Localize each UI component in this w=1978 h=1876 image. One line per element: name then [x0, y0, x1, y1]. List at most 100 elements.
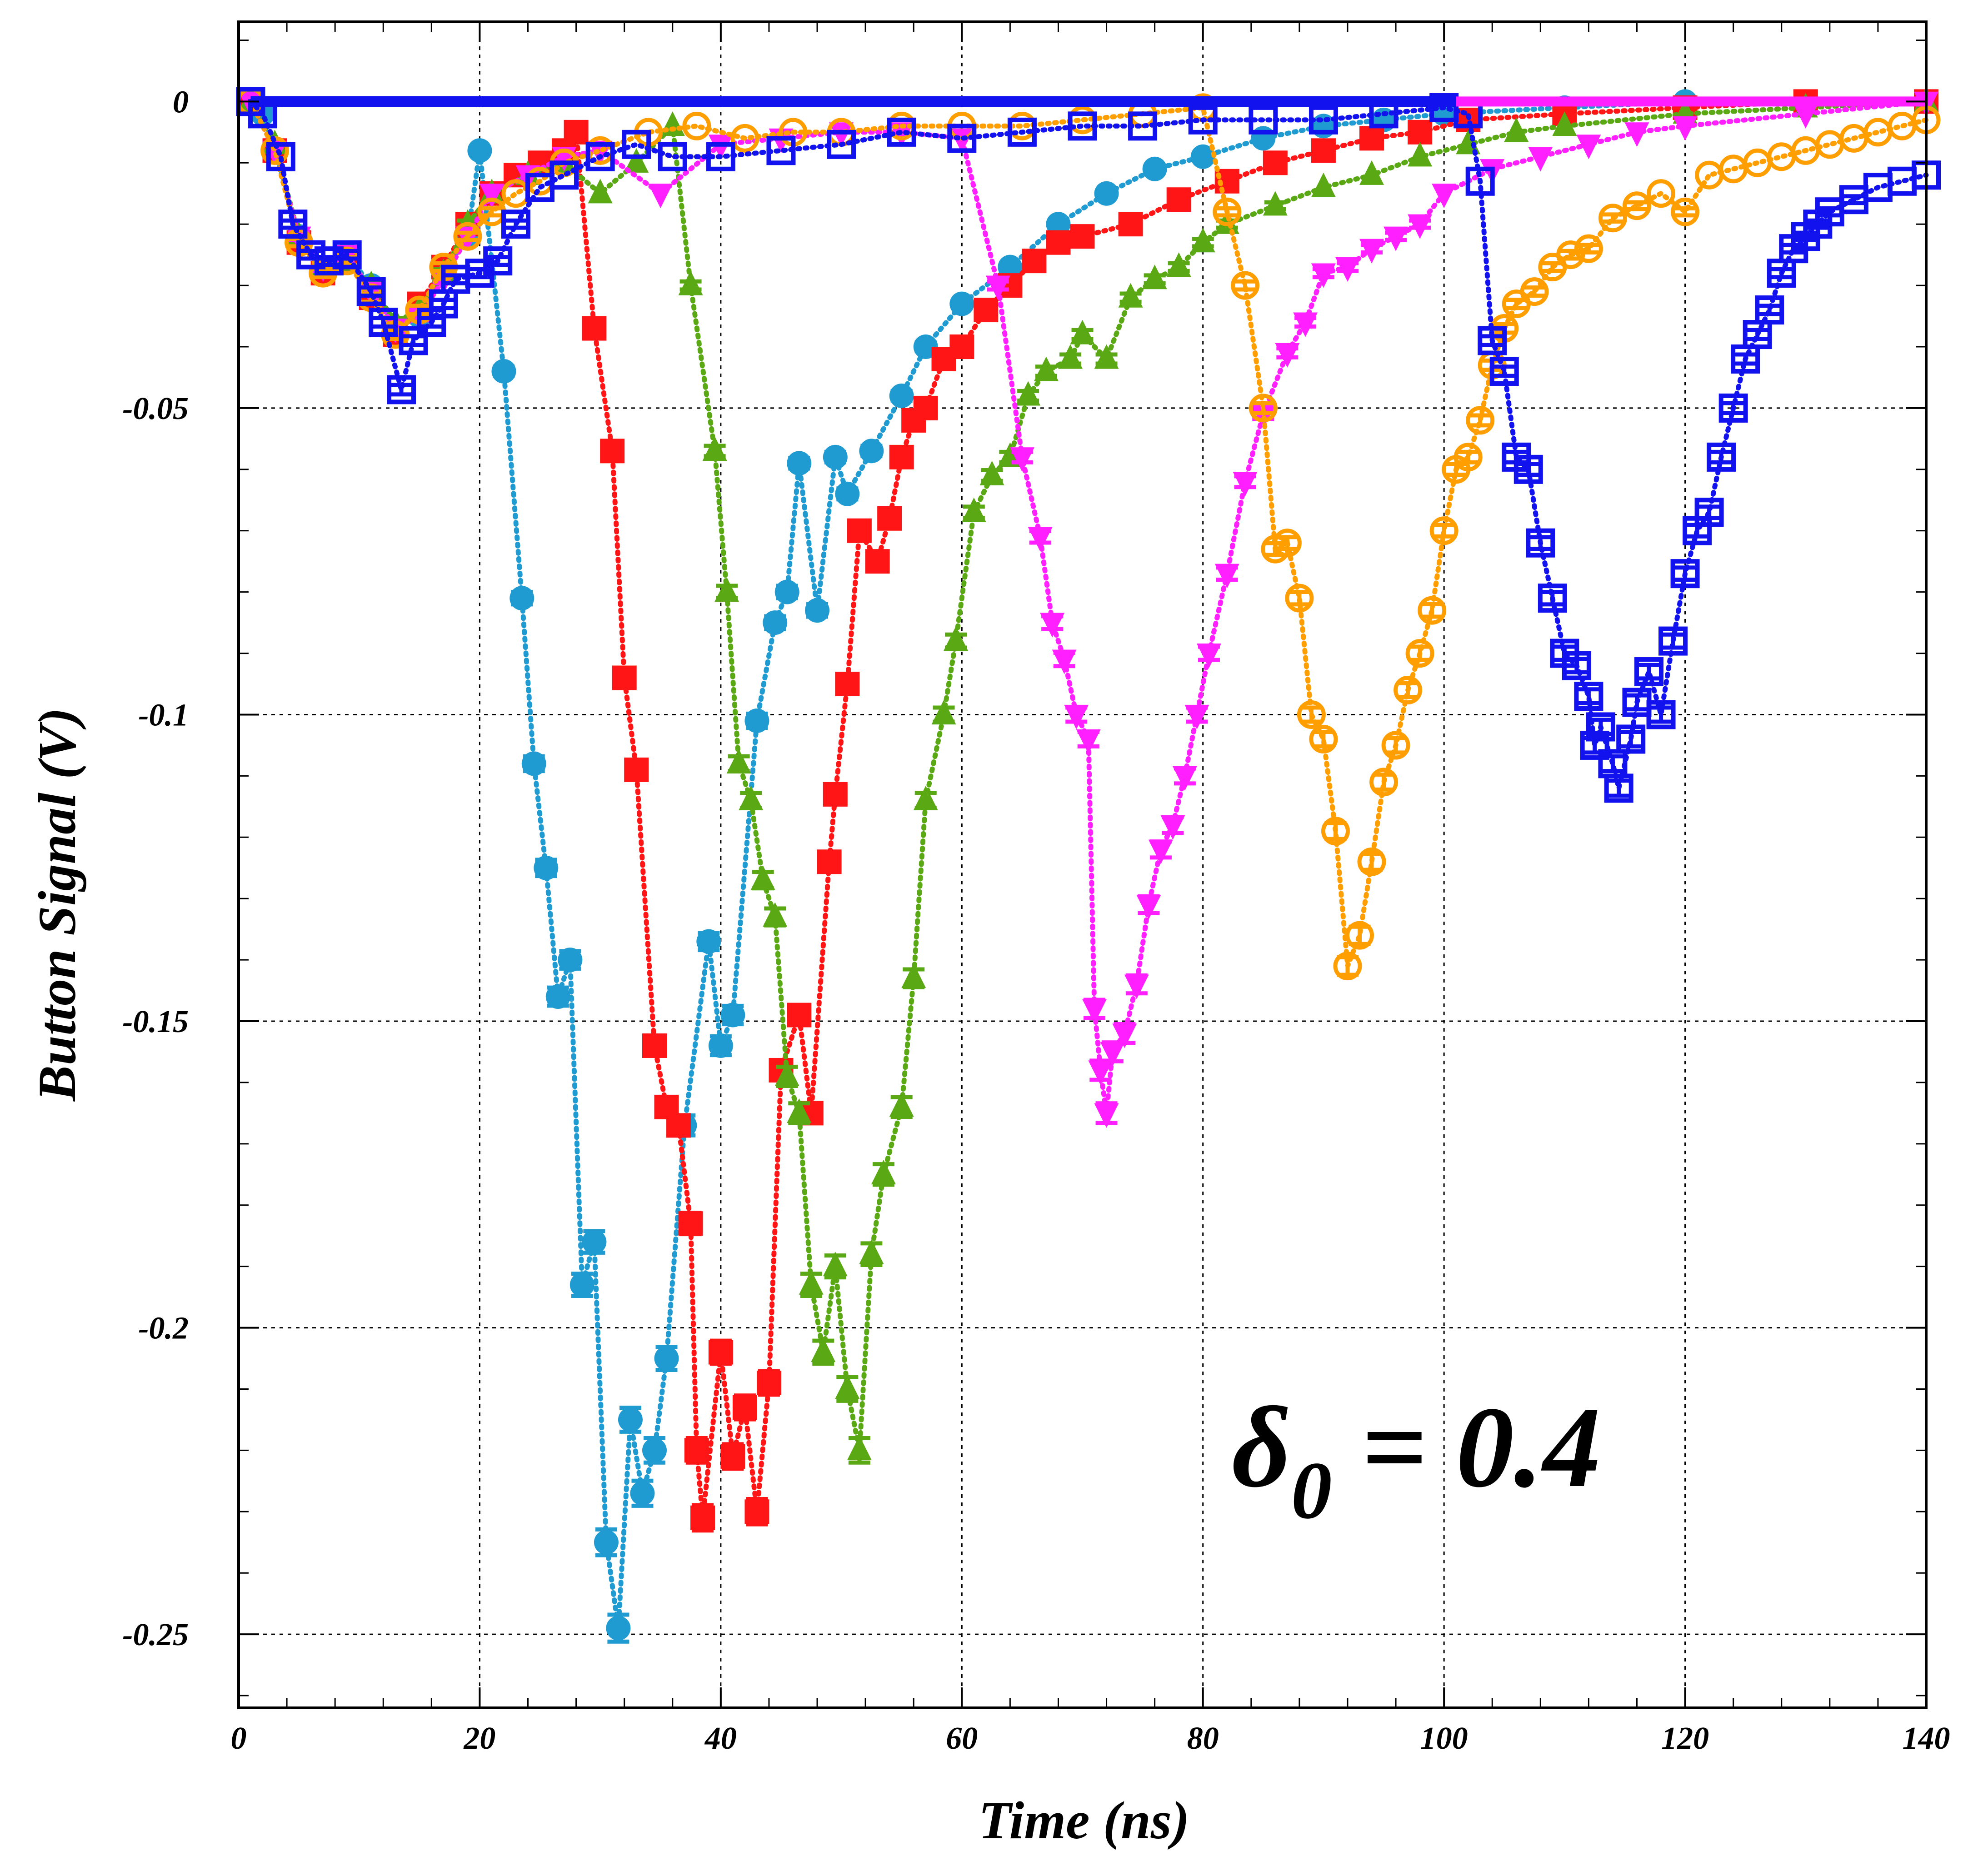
data-point [624, 757, 649, 782]
data-point [1184, 704, 1209, 729]
data-point [1190, 144, 1215, 169]
data-point [1094, 1103, 1119, 1128]
data-point [766, 136, 796, 165]
data-point [1046, 230, 1071, 255]
y-tick-label: -0.05 [122, 391, 189, 426]
data-point [1321, 817, 1350, 846]
data-point [684, 1438, 709, 1463]
data-point [1082, 999, 1107, 1024]
data-point [278, 210, 308, 239]
data-point [714, 577, 739, 602]
data-point [1574, 234, 1603, 263]
data-point [1251, 126, 1276, 151]
data-point [1188, 105, 1218, 135]
data-point [763, 902, 788, 927]
data-point [1357, 847, 1386, 876]
data-point [1263, 150, 1288, 175]
data-point [1552, 111, 1577, 136]
data-point [1429, 516, 1459, 545]
data-point [648, 184, 673, 209]
data-point [682, 111, 711, 140]
data-point [1576, 135, 1601, 160]
data-point [1160, 815, 1185, 840]
data-point [582, 316, 607, 341]
data-point [1311, 138, 1336, 163]
data-point [1293, 312, 1318, 337]
data-point [1128, 111, 1158, 141]
data-point [630, 1481, 655, 1506]
data-point [708, 135, 733, 160]
data-point [1172, 766, 1197, 791]
data-point [1297, 700, 1326, 729]
data-point [1058, 344, 1083, 369]
data-point [1345, 921, 1374, 950]
data-point [1359, 160, 1384, 185]
data-point [1369, 768, 1399, 797]
data-point [1007, 117, 1037, 147]
data-point [1504, 117, 1529, 142]
y-axis-title: Button Signal (V) [27, 708, 87, 1102]
y-tick-label: 0 [173, 85, 189, 120]
data-point [1616, 724, 1646, 754]
data-point [1359, 126, 1384, 151]
data-point [1118, 212, 1143, 237]
data-point [708, 1033, 733, 1058]
data-point [985, 275, 1010, 300]
data-point [1418, 596, 1447, 625]
data-point [266, 142, 295, 171]
data-point [702, 436, 727, 461]
data-point [1068, 111, 1097, 141]
data-point [1022, 249, 1047, 274]
data-point [501, 210, 530, 239]
data-point [835, 481, 860, 506]
data-point [1100, 1042, 1125, 1067]
x-tick-label: 120 [1661, 1721, 1709, 1756]
data-point [1526, 528, 1555, 558]
data-point [726, 749, 751, 773]
annotation-symbol: δ [1232, 1383, 1291, 1512]
data-point [901, 963, 926, 988]
data-point [1408, 120, 1433, 145]
data-point [811, 1337, 836, 1362]
data-point [479, 184, 504, 209]
data-point [1408, 142, 1433, 167]
data-point [1624, 122, 1649, 147]
data-point [708, 1340, 733, 1365]
data-point [1465, 166, 1495, 196]
data-point [1112, 1023, 1137, 1048]
data-point [690, 1505, 715, 1530]
data-point [859, 1239, 884, 1264]
data-point [585, 142, 615, 171]
data-point [1598, 204, 1627, 233]
data-point [823, 444, 848, 469]
data-point [1148, 839, 1173, 864]
data-point [1034, 356, 1059, 381]
data-point [913, 785, 938, 810]
data-point [399, 326, 428, 355]
data-point [624, 148, 649, 173]
data-point [889, 444, 914, 469]
data-point [1538, 584, 1567, 613]
data-point [1311, 263, 1336, 288]
data-point [369, 308, 398, 337]
data-point [787, 1003, 812, 1028]
data-point [1249, 105, 1278, 135]
data-point [1574, 682, 1603, 711]
data-point [1556, 240, 1585, 269]
data-point [1118, 283, 1143, 308]
data-point [1273, 529, 1302, 558]
data-point [1408, 214, 1433, 239]
data-point [606, 1616, 631, 1641]
data-point [658, 142, 687, 171]
data-point [847, 518, 872, 543]
data-point [720, 1444, 745, 1469]
data-point [1466, 406, 1495, 435]
data-point [739, 785, 764, 810]
data-point [1405, 639, 1434, 668]
data-point [1670, 559, 1700, 589]
data-point [678, 1211, 703, 1236]
data-point [1088, 1060, 1113, 1085]
data-point [1249, 394, 1278, 423]
data-point [931, 700, 956, 725]
